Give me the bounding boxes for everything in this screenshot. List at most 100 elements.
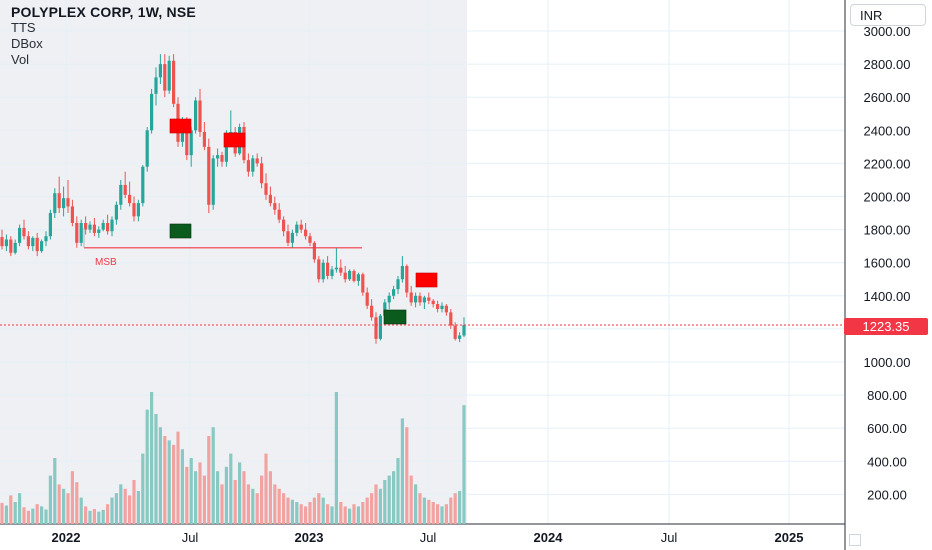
candle-body [343,272,347,280]
candle-body [70,206,74,223]
candle-body [194,100,198,131]
volume-bar [304,506,308,524]
candle-body [462,325,466,336]
volume-bar [97,511,101,524]
candle-body [132,203,136,217]
time-tick-label: 2024 [534,530,564,545]
volume-bar [44,509,48,524]
candle-body [48,213,52,237]
price-tick-label: 2800.00 [864,57,911,72]
candle-body [268,194,272,204]
price-tick-label: 2400.00 [864,123,911,138]
axis-settings-button[interactable] [849,534,861,546]
candle-body [207,146,211,205]
volume-bar [84,506,88,524]
candle-body [312,242,316,260]
candle-body [26,236,30,247]
volume-bar [176,431,180,524]
volume-bar [62,488,66,524]
candle-body [4,239,8,247]
volume-bar [123,488,127,524]
volume-bar [449,497,453,524]
candle-body [92,224,96,233]
candle-body [449,312,453,326]
volume-bar [110,497,114,524]
candle-body [31,237,35,247]
volume-bar [370,493,374,524]
candle-body [128,194,132,204]
volume-bar [40,506,44,524]
msb-line [83,227,362,249]
volume-bar [207,436,211,524]
candle-body [427,297,431,301]
volume-bar [436,504,440,524]
volume-bar [427,499,431,524]
candle-body [260,163,264,184]
green-marker [383,309,407,325]
volume-bar [414,484,418,524]
indicator-tts[interactable]: TTS [11,20,36,35]
volume-bar [312,497,316,524]
candle-body [66,198,70,207]
volume-bar [48,475,52,524]
candle-body [145,130,149,167]
volume-bar [154,414,158,524]
candle-body [224,135,228,162]
indicator-dbox[interactable]: DBox [11,36,43,51]
candle-body [348,270,352,280]
candle-body [198,100,202,132]
volume-bar [405,427,409,524]
volume-bar [66,493,70,524]
currency-button[interactable]: INR [850,4,926,26]
volume-bar [418,493,422,524]
volume-bar [224,466,228,524]
candle-body [418,295,422,303]
candle-body [264,183,268,195]
candle-body [202,131,206,147]
volume-bar [396,458,400,524]
price-tick-label: 1000.00 [864,355,911,370]
candle-body [352,270,356,281]
candle-body [436,304,440,310]
history-background [0,0,467,524]
candle-body [106,222,110,232]
candle-body [414,295,418,303]
candle-body [365,292,369,306]
price-axis-labels: 3000.00 2800.00 2600.00 2400.00 2200.00 2000.… [864,24,911,502]
candle-body [334,267,338,270]
candle-body [123,184,127,195]
volume-bar [334,392,338,524]
red-marker [223,132,246,148]
volume-bar [273,484,277,524]
volume-bar [229,453,233,524]
volume-bar [31,508,35,524]
indicator-vol[interactable]: Vol [11,52,30,67]
candle-body [101,222,105,230]
volume-bar [150,392,154,524]
volume-bar [339,502,343,524]
volume-bars [0,392,466,524]
candle-body [154,77,158,94]
candle-body [308,236,312,243]
volume-bar [268,471,272,524]
volume-bar [356,506,360,524]
candle-body [158,64,162,78]
volume-bar [13,502,17,524]
volume-bar [57,484,61,524]
volume-bar [392,471,396,524]
volume-bar [330,506,334,524]
volume-bar [440,506,444,524]
volume-bar [264,453,268,524]
candle-body [255,158,259,164]
volume-bar [277,488,281,524]
volume-bar [101,509,105,524]
red-marker [169,118,192,134]
symbol-title[interactable]: POLYPLEX CORP, 1W, NSE [11,4,196,20]
candle-body [88,224,92,230]
volume-bar [141,453,145,524]
price-tick-label: 2200.00 [864,156,911,171]
candle-body [211,158,215,205]
volume-bar [180,449,184,524]
volume-bar [35,504,39,524]
